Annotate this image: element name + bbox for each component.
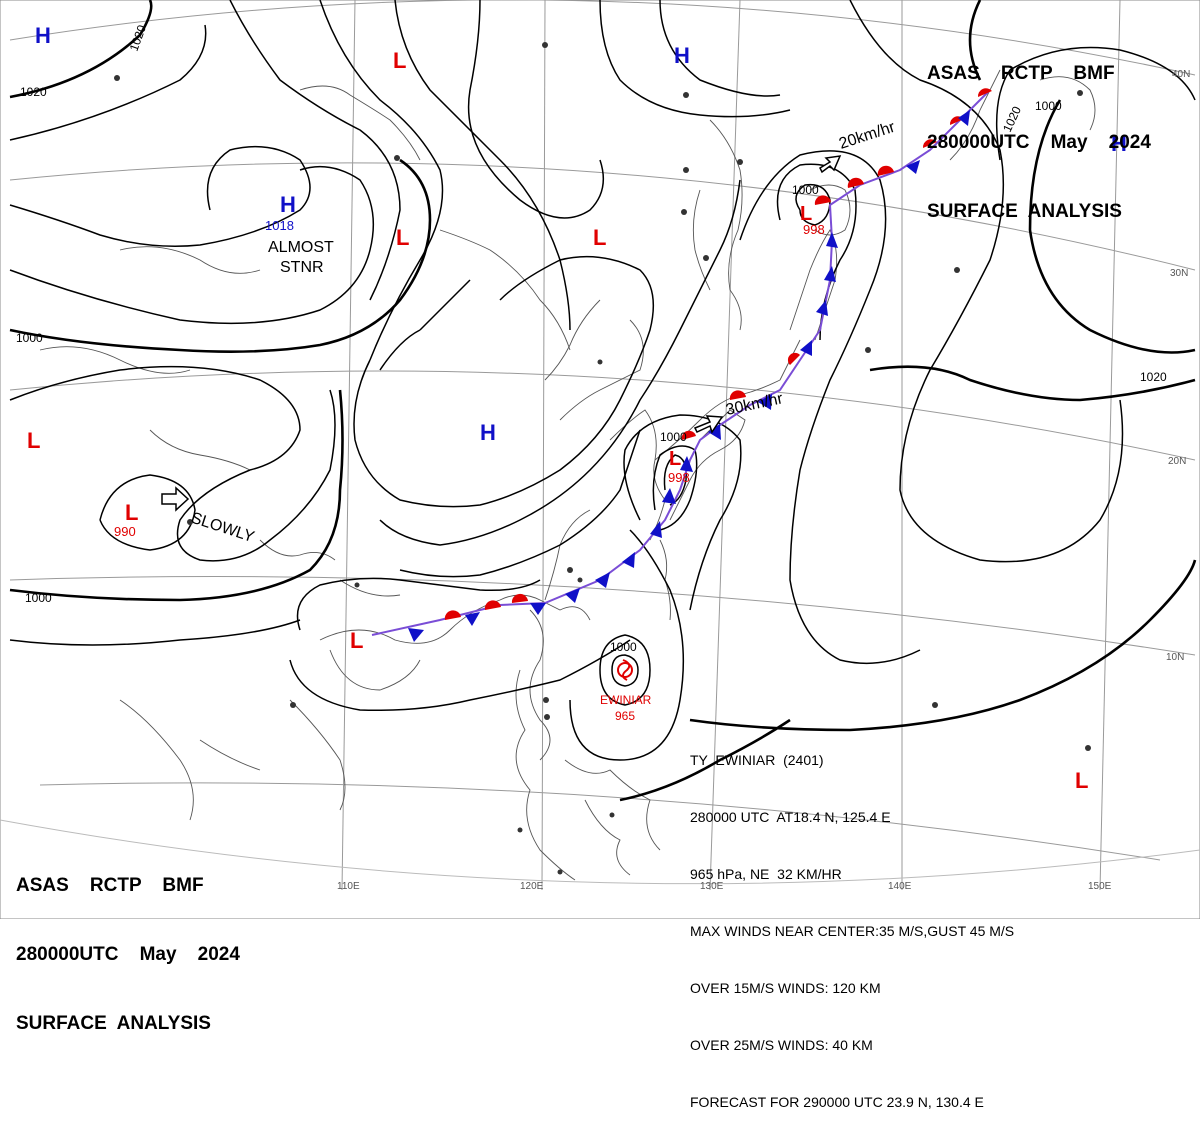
typhoon-info-line: 280000 UTC AT18.4 N, 125.4 E bbox=[690, 809, 891, 825]
high-center-nw: H bbox=[35, 23, 51, 48]
header-agency-line: ASAS RCTP BMF bbox=[16, 875, 204, 896]
central-pressures: 998 998 990 1018 EWINIAR 965 bbox=[114, 218, 825, 723]
lon-label: 130E bbox=[700, 881, 724, 892]
header-title-line: SURFACE ANALYSIS bbox=[927, 201, 1122, 222]
weather-map: L L L L L L L L L H H H H H 998 998 990 … bbox=[0, 0, 1200, 919]
lat-label: 40N bbox=[1172, 69, 1190, 80]
high-center-ne-pacific: H bbox=[1111, 131, 1127, 156]
arrow-south-japan-low bbox=[693, 415, 724, 434]
lat-label: 30N bbox=[1170, 268, 1188, 279]
quasi-stationary-front bbox=[371, 89, 991, 636]
typhoon-pressure-label: 965 bbox=[615, 709, 635, 723]
pressure-value-bay-bengal: 990 bbox=[114, 524, 136, 539]
typhoon-name-label: EWINIAR bbox=[600, 693, 652, 707]
low-center-yellow-sea: L bbox=[396, 225, 409, 250]
lon-label: 120E bbox=[520, 881, 544, 892]
low-center-se: L bbox=[1075, 768, 1088, 793]
lon-label: 140E bbox=[888, 881, 912, 892]
warm-front-symbols bbox=[444, 88, 992, 620]
typhoon-info-line: MAX WINDS NEAR CENTER:35 M/S,GUST 45 M/S bbox=[690, 923, 1015, 939]
low-center-mongolia: L bbox=[593, 225, 606, 250]
header-agency-line: ASAS RCTP BMF bbox=[927, 63, 1115, 84]
low-center-scs: L bbox=[350, 628, 363, 653]
isobar-label: 1020 bbox=[20, 85, 47, 99]
isobar-label: 1000 bbox=[660, 430, 687, 444]
isobar-label: 1020 bbox=[1140, 370, 1167, 384]
typhoon-symbol bbox=[617, 659, 633, 681]
typhoon-info-block: TY EWINIAR (2401) 280000 UTC AT18.4 N, 1… bbox=[690, 713, 1014, 1131]
header-time-line: 280000UTC May 2024 bbox=[927, 132, 1151, 153]
isobar-label: 1000 bbox=[25, 591, 52, 605]
map-header-bottom: ASAS RCTP BMF 280000UTC May 2024 SURFACE… bbox=[16, 828, 240, 1058]
isobar-label: 1000 bbox=[16, 331, 43, 345]
motion-arrows bbox=[161, 155, 842, 512]
slowly-label: SLOWLY bbox=[189, 510, 257, 547]
low-center-nw-china: L bbox=[393, 48, 406, 73]
stationary-label: STNR bbox=[280, 259, 324, 276]
motion-annotations: SLOWLY 20km/hr 30km/hr ALMOST STNR bbox=[189, 119, 898, 547]
low-center-south-japan: L bbox=[669, 448, 681, 470]
pressure-value-tibet: 1018 bbox=[265, 218, 294, 233]
motion-speed-label: 20km/hr bbox=[837, 119, 898, 153]
cold-front-symbols bbox=[408, 110, 970, 642]
lat-label: 20N bbox=[1168, 456, 1186, 467]
high-center-siberia: H bbox=[674, 43, 690, 68]
isobars bbox=[9, 0, 1197, 802]
stationary-label: ALMOST bbox=[268, 239, 334, 256]
isobar-label: 1000 bbox=[792, 183, 819, 197]
header-time-line: 280000UTC May 2024 bbox=[16, 944, 240, 965]
map-header-top: ASAS RCTP BMF 280000UTC May 2024 SURFACE… bbox=[927, 16, 1151, 246]
isobar-label: 1000 bbox=[1035, 99, 1062, 113]
high-center-china: H bbox=[480, 420, 496, 445]
typhoon-info-line: OVER 25M/S WINDS: 40 KM bbox=[690, 1037, 873, 1053]
pressure-value-south-japan: 998 bbox=[668, 470, 690, 485]
station-plots bbox=[114, 42, 1091, 875]
typhoon-info-line: FORECAST FOR 290000 UTC 23.9 N, 130.4 E bbox=[690, 1094, 984, 1110]
high-center-tibet: H bbox=[280, 192, 296, 217]
arrow-bay-low bbox=[161, 486, 190, 512]
graticule-labels: 40N 30N 20N 10N 110E 120E 130E 140E 150E bbox=[337, 69, 1190, 892]
lon-label: 150E bbox=[1088, 881, 1112, 892]
header-title-line: SURFACE ANALYSIS bbox=[16, 1013, 211, 1034]
pressure-value-hokkaido: 998 bbox=[803, 222, 825, 237]
low-center-hokkaido: L bbox=[800, 203, 812, 225]
low-center-bay-bengal: L bbox=[125, 500, 138, 525]
lat-label: 10N bbox=[1166, 652, 1184, 663]
arrow-hokkaido-low bbox=[819, 155, 842, 174]
typhoon-info-line: TY EWINIAR (2401) bbox=[690, 752, 824, 768]
pressure-centers: L L L L L L L L L H H H H H bbox=[27, 23, 1127, 793]
typhoon-info-line: OVER 15M/S WINDS: 120 KM bbox=[690, 980, 881, 996]
lon-label: 110E bbox=[337, 881, 360, 892]
isobar-label: 1020 bbox=[127, 23, 149, 53]
low-center-west: L bbox=[27, 428, 40, 453]
graticule bbox=[0, 0, 1200, 891]
isobar-label: 1000 bbox=[610, 640, 637, 654]
typhoon-info-line: 965 hPa, NE 32 KM/HR bbox=[690, 866, 842, 882]
